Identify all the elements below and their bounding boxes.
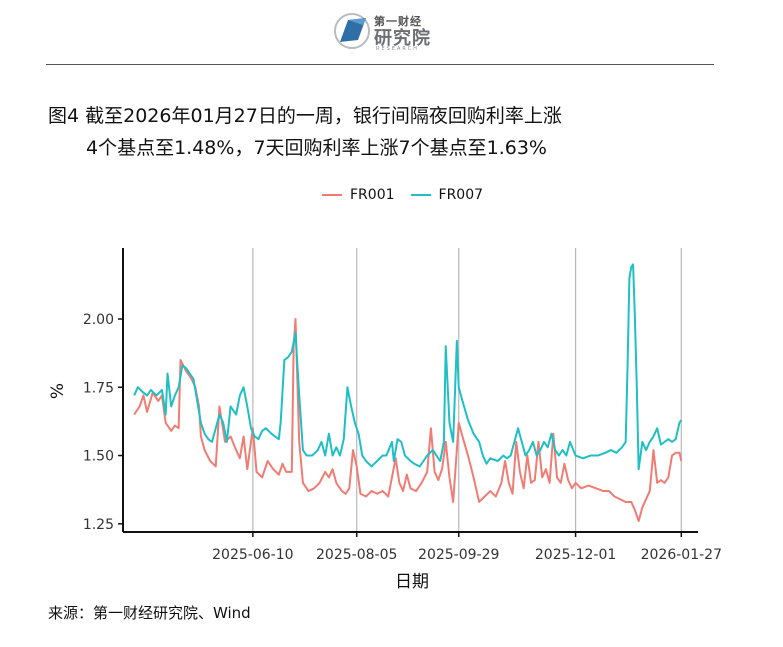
series-line-fr001 [133, 318, 683, 523]
figure-title-line1: 图4 截至2026年01月27日的一周，银行间隔夜回购利率上涨 [48, 105, 562, 127]
x-tick-label: 2025-08-05 [316, 547, 397, 563]
logo-mark-icon [334, 13, 370, 49]
legend-swatch-fr007 [410, 194, 431, 196]
legend-item-fr001: FR001 [322, 187, 395, 203]
legend-label-fr001: FR001 [350, 187, 395, 203]
axis-layer: 1.25 1.50 1.75 2.00 2025-06-10 2025-08-05 2025… [83, 248, 722, 563]
y-tick-label: 1.50 [83, 449, 114, 465]
research-institute-logo: 第一财经 研究院 RESEARCH [334, 10, 444, 54]
figure-title-line2: 4个基点至1.48%，7天回购利率上涨7个基点至1.63% [86, 137, 547, 159]
x-axis-title: 日期 [395, 572, 429, 592]
y-tick-label: 1.25 [83, 517, 114, 533]
x-tick-label: 2026-01-27 [641, 547, 722, 563]
x-tick-label: 2025-12-01 [535, 547, 616, 563]
y-tick-label: 2.00 [83, 312, 114, 328]
logo-text-top: 第一财经 [374, 15, 422, 28]
y-axis-title: % [48, 383, 68, 399]
source-note: 来源：第一财经研究院、Wind [48, 604, 251, 622]
series-line-fr007 [133, 263, 683, 471]
legend-item-fr007: FR007 [410, 187, 484, 203]
figure-title: 图4 截至2026年01月27日的一周，银行间隔夜回购利率上涨 4个基点至1.4… [48, 100, 562, 164]
legend-swatch-fr001 [322, 194, 342, 196]
header-divider [46, 64, 714, 65]
x-tick-label: 2025-06-10 [212, 547, 293, 563]
logo-text-main: 研究院 [374, 28, 431, 49]
logo-text-sub: RESEARCH [376, 46, 419, 52]
series-layer [133, 263, 683, 523]
x-tick-label: 2025-09-29 [418, 547, 499, 563]
chart-legend: FR001 FR007 [322, 187, 499, 203]
legend-label-fr007: FR007 [438, 187, 484, 203]
y-tick-label: 1.75 [83, 380, 114, 396]
grid-layer [252, 248, 682, 532]
